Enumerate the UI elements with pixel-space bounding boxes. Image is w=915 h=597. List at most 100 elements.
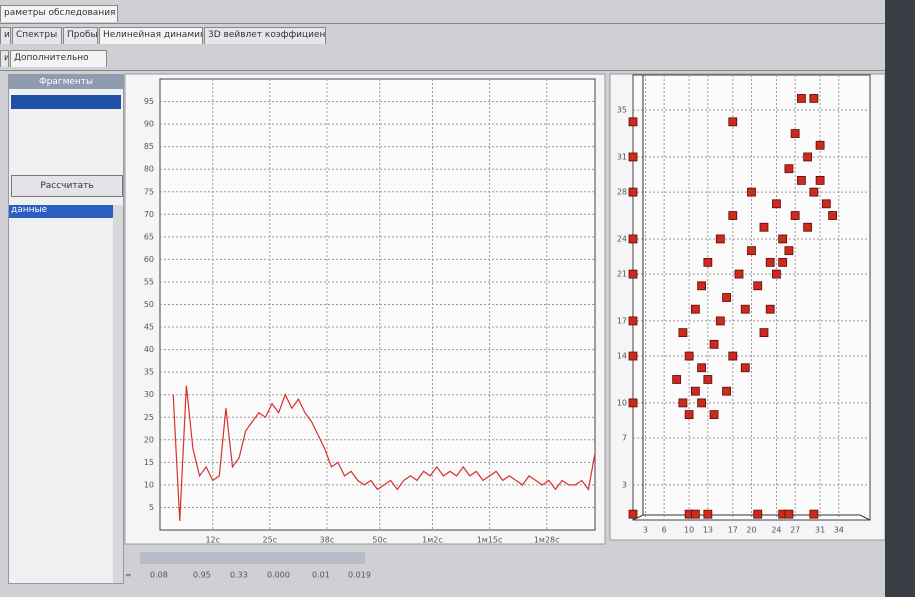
subtab[interactable]: и (0, 50, 9, 67)
y-tick-label: 20 (144, 435, 154, 444)
scatter-point (709, 339, 719, 349)
scatter-point (703, 375, 713, 384)
status-bar: = 0.08 0.95 0.33 0.000 0.01 0.019 (125, 552, 371, 580)
scatter-point (703, 509, 713, 519)
scatter-point (628, 509, 638, 519)
x-tick-label: 20 (746, 526, 756, 535)
status-value: 0.08 (150, 571, 168, 580)
tab[interactable]: Пробы (63, 27, 98, 44)
x-tick-label: 17 (728, 526, 738, 535)
status-value: 0.95 (193, 571, 211, 580)
scatter-point (765, 304, 775, 314)
status-value: 0.33 (230, 571, 248, 580)
status-value: 0.000 (267, 571, 290, 580)
y-tick-label: 28 (617, 188, 627, 197)
left-panel: Фрагменты Рассчитать данные (8, 74, 124, 584)
scatter-point (690, 304, 700, 314)
y-tick-label: 45 (144, 323, 154, 332)
x-tick-label: 6 (662, 526, 667, 535)
scatter-point (703, 257, 713, 267)
scatter-point (784, 164, 794, 174)
y-tick-label: 60 (144, 255, 154, 264)
scatter-point (784, 509, 794, 519)
y-tick-label: 35 (144, 368, 154, 377)
x-tick-label: 34 (834, 526, 844, 535)
scatter-point (709, 410, 719, 420)
signal-line (172, 385, 596, 522)
scatter-point (809, 94, 819, 103)
scatter-point (790, 211, 800, 220)
y-tick-label: 40 (144, 345, 154, 354)
x-tick-label: 38с (320, 536, 335, 545)
header-tab[interactable]: раметры обследования (0, 5, 118, 22)
scatter-point (759, 222, 769, 232)
scatter-point (715, 234, 725, 244)
y-tick-label: 70 (144, 210, 154, 219)
scatter-point (809, 187, 819, 197)
scatter-point (690, 509, 700, 519)
y-tick-label: 95 (144, 97, 154, 106)
y-tick-label: 35 (617, 106, 627, 115)
status-value: 0.019 (348, 571, 371, 580)
scatter-point (684, 351, 694, 361)
y-tick-label: 75 (144, 187, 154, 196)
scatter-point (715, 316, 725, 326)
tab[interactable]: Спектры (12, 27, 62, 44)
scatter-point (628, 351, 638, 361)
y-tick-label: 3 (622, 480, 627, 489)
scrollbar[interactable] (113, 205, 123, 583)
x-tick-label: 1м28с (534, 536, 560, 545)
y-tick-label: 55 (144, 277, 154, 286)
tab[interactable]: и (0, 27, 11, 44)
box-edge (632, 75, 871, 521)
divider (0, 70, 885, 71)
scatter-point (821, 199, 831, 209)
scatter-point (628, 234, 638, 244)
y-tick-label: 85 (144, 142, 154, 151)
y-tick-label: 10 (617, 398, 627, 407)
y-tick-label: 80 (144, 165, 154, 174)
tab[interactable]: Нелинейная динамика (99, 27, 203, 44)
scatter-point (809, 509, 819, 519)
scatter-point (815, 140, 825, 150)
scatter-point (828, 211, 837, 220)
x-tick-label: 24 (771, 526, 781, 535)
scatter-point (734, 269, 744, 279)
y-tick-label: 90 (144, 120, 154, 129)
y-tick-label: 24 (617, 234, 627, 243)
panel-title: Фрагменты (9, 75, 123, 89)
x-tick-label: 10 (684, 526, 694, 535)
y-tick-label: 50 (144, 300, 154, 309)
y-tick-label: 21 (617, 270, 627, 279)
scatter-point (747, 246, 756, 256)
scatter-point (747, 187, 756, 197)
y-tick-label: 14 (617, 352, 627, 361)
y-tick-label: 30 (144, 390, 154, 399)
scatter-point (628, 117, 638, 127)
scatter-point (765, 257, 775, 267)
scatter-point (684, 410, 694, 420)
selection[interactable] (11, 95, 121, 109)
y-tick-label: 7 (622, 434, 627, 443)
x-tick-label: 27 (790, 526, 800, 535)
tab[interactable]: 3D вейвлет коэффициенты (204, 27, 326, 44)
list-item[interactable]: данные (9, 205, 113, 218)
scatter-point (790, 129, 800, 138)
scatter-point (628, 316, 638, 326)
divider (0, 23, 905, 24)
x-tick-label: 3 (643, 526, 648, 535)
scatter-point (722, 293, 731, 302)
y-tick-label: 10 (144, 480, 154, 489)
screen-edge (885, 0, 915, 597)
scatter-point (690, 386, 700, 396)
scatter-point (740, 363, 750, 373)
subtab[interactable]: Дополнительно (10, 50, 107, 67)
scatter-point (778, 234, 788, 244)
x-tick-label: 1м15с (477, 536, 503, 545)
scatter-point (796, 94, 806, 103)
y-tick-label: 17 (617, 316, 627, 325)
calculate-button[interactable]: Рассчитать (11, 175, 123, 197)
scatter-point (678, 328, 688, 338)
